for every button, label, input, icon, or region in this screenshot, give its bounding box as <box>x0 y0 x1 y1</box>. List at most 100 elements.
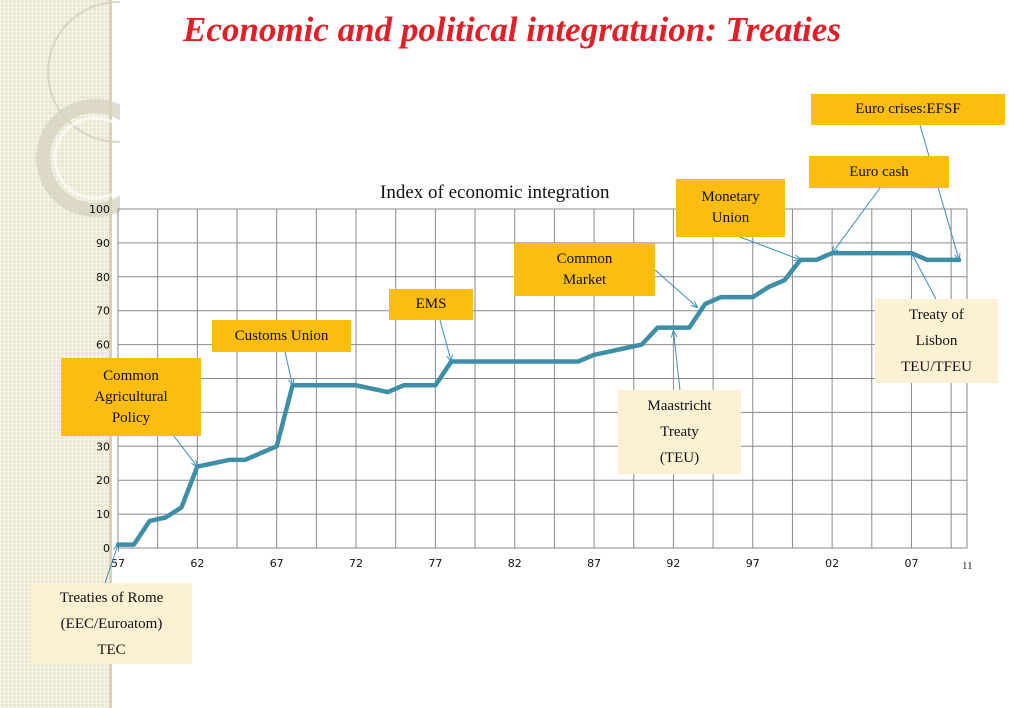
data-point <box>498 361 500 363</box>
callout-text-line: TEU/TFEU <box>901 359 972 375</box>
callout-treaties-of-rome: Treaties of Rome (EEC/Euroatom) TEC <box>31 583 192 664</box>
data-point <box>688 327 690 329</box>
leader-line-monetary-union <box>739 236 800 260</box>
y-tick-label: 10 <box>96 508 110 521</box>
data-point <box>180 506 182 508</box>
leader-line-customs-union <box>284 351 293 385</box>
callout-text-line: Customs Union <box>234 327 329 344</box>
series-line <box>115 250 962 547</box>
x-tick-label: 67 <box>270 557 284 570</box>
data-point <box>704 303 706 305</box>
callout-treaty-of-lisbon: Treaty of Lisbon TEU/TFEU <box>875 299 998 383</box>
leader-line-maastricht-treaty <box>673 331 681 391</box>
data-point <box>419 384 421 386</box>
data-point <box>339 384 341 386</box>
y-tick-label: 90 <box>96 237 110 250</box>
callout-text-line: Treaty <box>660 424 699 440</box>
data-point <box>355 384 357 386</box>
x-tick-label: 87 <box>587 557 601 570</box>
data-point <box>720 296 722 298</box>
callout-text-line: Euro crises:EFSF <box>855 101 961 117</box>
leader-line-euro-crises-efsf <box>919 124 959 260</box>
x-tick-label: 07 <box>904 557 918 570</box>
data-point <box>307 384 309 386</box>
data-point <box>577 361 579 363</box>
data-point <box>736 296 738 298</box>
data-point <box>133 544 135 546</box>
callout-text-line: (EEC/Euroatom) <box>60 615 163 632</box>
data-point <box>641 344 643 346</box>
x-tick-label: 82 <box>508 557 522 570</box>
x-tick-label: 92 <box>666 557 680 570</box>
callout-text-line: Lisbon <box>915 333 958 349</box>
data-point <box>387 391 389 393</box>
data-point <box>545 361 547 363</box>
y-tick-label: 60 <box>96 339 110 352</box>
y-tick-label: 30 <box>96 440 110 453</box>
callout-customs-union: Customs Union <box>212 320 351 352</box>
data-point <box>514 361 516 363</box>
data-point <box>530 361 532 363</box>
data-point <box>784 279 786 281</box>
data-point <box>895 252 897 254</box>
leader-line-treaty-of-lisbon <box>911 253 937 300</box>
data-point <box>466 361 468 363</box>
data-point <box>403 384 405 386</box>
x-tick-label: 72 <box>349 557 363 570</box>
x-tick-label: 77 <box>428 557 442 570</box>
data-point <box>260 452 262 454</box>
callout-text-line: (TEU) <box>659 450 700 466</box>
data-point <box>371 388 373 390</box>
data-point <box>609 350 611 352</box>
data-point <box>593 354 595 356</box>
callout-text-line: Market <box>562 271 607 288</box>
data-point <box>657 327 659 329</box>
callout-euro-crises-efsf: Euro crises:EFSF <box>811 94 1005 125</box>
data-point <box>276 445 278 447</box>
y-tick-label: 100 <box>89 203 110 216</box>
slide-number: 11 <box>962 560 973 572</box>
leader-line-treaties-of-rome <box>104 545 118 584</box>
callout-text-line: Treaty of <box>909 307 964 323</box>
callout-ems: EMS <box>389 289 473 320</box>
y-tick-label: 20 <box>96 474 110 487</box>
data-point <box>815 259 817 261</box>
data-point <box>768 286 770 288</box>
data-point <box>847 252 849 254</box>
callout-text-line: Common <box>103 367 159 384</box>
data-point <box>228 459 230 461</box>
callout-text-line: Union <box>711 210 750 226</box>
y-tick-label: 80 <box>96 271 110 284</box>
data-point <box>323 384 325 386</box>
decorative-rings <box>36 1 120 217</box>
data-point <box>863 252 865 254</box>
callout-text-line: Common <box>556 250 613 267</box>
callout-text-line: Policy <box>111 409 151 426</box>
callout-monetary-union: Monetary Union <box>676 179 785 237</box>
leader-line-euro-cash <box>832 187 881 253</box>
data-point <box>926 259 928 261</box>
callout-text-line: Agricultural <box>94 388 168 405</box>
callout-text-line: Maastricht <box>647 398 712 414</box>
data-point <box>434 384 436 386</box>
callout-euro-cash: Euro cash <box>809 156 949 188</box>
leader-line-common-market <box>654 269 697 307</box>
slide-title: Economic and political integratuion: Tre… <box>183 10 841 49</box>
chart-title: Index of economic integration <box>380 182 610 203</box>
axis-tick-labels: 0102030405060708090100576267727782879297… <box>89 203 918 570</box>
data-point <box>942 259 944 261</box>
data-point <box>149 520 151 522</box>
data-point <box>482 361 484 363</box>
x-tick-label: 62 <box>190 557 204 570</box>
callout-text-line: Monetary <box>701 189 760 205</box>
leader-line-ems <box>439 319 451 362</box>
data-point <box>672 327 674 329</box>
callout-text-line: EMS <box>415 296 447 312</box>
data-point <box>212 462 214 464</box>
data-point <box>244 459 246 461</box>
callout-text-line: Treaties of Rome <box>59 589 164 606</box>
chart-series <box>115 250 962 547</box>
y-tick-label: 0 <box>103 542 110 555</box>
x-tick-label: 02 <box>825 557 839 570</box>
